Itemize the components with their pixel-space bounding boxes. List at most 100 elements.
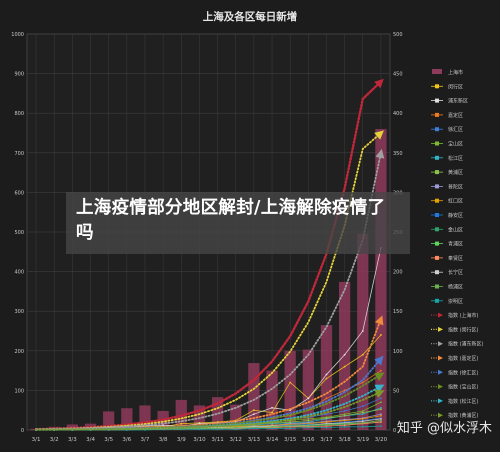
x-tick-label: 3/4 <box>86 437 95 443</box>
legend-label: 指数 (嘉定区) <box>448 355 479 362</box>
district-point <box>234 426 237 429</box>
legend-swatch-marker <box>435 227 439 232</box>
y-tick-label: 700 <box>14 151 24 157</box>
bar-shanghai <box>66 424 79 430</box>
district-point <box>325 397 328 400</box>
district-point <box>307 426 310 429</box>
district-point <box>343 425 346 428</box>
trend-arrowhead <box>374 372 385 382</box>
x-tick-label: 3/11 <box>211 437 223 443</box>
x-tick-label: 3/18 <box>338 437 351 443</box>
legend-label: 黄浦区 <box>448 169 463 176</box>
district-point <box>289 421 292 423</box>
x-tick-label: 3/6 <box>122 437 131 443</box>
district-point <box>271 427 273 430</box>
district-point <box>307 418 310 420</box>
y-tick-label: 1000 <box>11 32 24 38</box>
district-point <box>380 414 382 417</box>
legend-swatch-marker <box>435 84 439 89</box>
district-point <box>361 425 364 428</box>
bar-shanghai <box>248 363 260 430</box>
x-tick-label: 3/13 <box>248 437 261 443</box>
y-tick-label: 800 <box>14 111 24 117</box>
legend-swatch-arrow <box>438 326 443 332</box>
district-point <box>343 410 346 412</box>
district-point <box>252 413 255 416</box>
legend-label: 嘉定区 <box>448 112 463 119</box>
bar-shanghai <box>338 281 351 430</box>
y-tick-label: 0 <box>21 428 24 434</box>
district-point <box>343 414 346 417</box>
y2-tick-label: 100 <box>393 349 403 355</box>
district-point <box>361 405 364 408</box>
x-tick-label: 3/12 <box>230 437 242 443</box>
x-tick-label: 3/17 <box>320 437 333 443</box>
y2-tick-label: 150 <box>393 309 403 315</box>
trend-arrowhead <box>375 148 385 159</box>
trend-arrowhead <box>374 389 385 399</box>
y-tick-label: 300 <box>14 309 24 315</box>
district-point <box>380 334 382 336</box>
district-point <box>380 397 382 400</box>
legend-swatch-arrow <box>438 384 443 390</box>
y2-tick-label: 50 <box>393 388 399 394</box>
y2-tick-label: 200 <box>393 270 403 276</box>
district-point <box>180 428 183 431</box>
y-tick-label: 400 <box>14 270 24 276</box>
legend-label: 指数 (浦东新区) <box>448 341 484 348</box>
district-point <box>380 425 382 427</box>
district-point <box>343 389 346 392</box>
x-tick-label: 3/5 <box>104 437 113 443</box>
district-point <box>325 413 328 416</box>
legend-swatch-arrow <box>438 312 443 318</box>
legend-swatch-marker <box>435 241 439 246</box>
trend-arrowhead <box>374 130 384 140</box>
legend-label: 金山区 <box>448 226 463 233</box>
headline-text: 上海疫情部分地区解封/上海解除疫情了吗 <box>76 198 386 243</box>
y2-tick-label: 500 <box>393 32 403 38</box>
legend-swatch-bar <box>432 69 442 74</box>
bar-shanghai <box>320 325 333 430</box>
district-point <box>325 423 328 426</box>
district-point <box>380 418 382 420</box>
legend-swatch-arrow <box>438 369 443 375</box>
district-point <box>361 381 364 384</box>
x-tick-label: 3/3 <box>68 437 77 443</box>
y2-tick-label: 450 <box>393 72 403 78</box>
legend-label: 指数 (上海市) <box>448 312 479 319</box>
district-point <box>361 410 364 412</box>
district-point <box>380 406 382 409</box>
district-point <box>361 411 364 414</box>
x-tick-label: 3/20 <box>375 437 388 443</box>
trend-line <box>35 391 382 431</box>
legend-swatch-marker <box>435 98 439 103</box>
x-tick-label: 3/16 <box>302 437 315 443</box>
legend-swatch-marker <box>435 170 439 175</box>
legend-label: 指数 (松江区) <box>448 398 479 405</box>
legend-swatch-marker <box>435 284 439 289</box>
district-point <box>325 373 328 376</box>
x-tick-label: 3/2 <box>50 437 59 443</box>
legend-swatch-arrow <box>438 412 443 418</box>
district-point <box>325 425 328 427</box>
y-tick-label: 200 <box>14 349 24 355</box>
x-tick-label: 3/9 <box>177 437 186 443</box>
district-point <box>289 381 292 384</box>
trend-line <box>35 151 382 431</box>
district-point <box>307 424 310 427</box>
district-point <box>234 428 237 431</box>
district-point <box>180 422 183 425</box>
legend-label: 浦东新区 <box>448 98 468 105</box>
district-point <box>271 425 273 428</box>
district-point <box>216 428 219 431</box>
bar-shanghai <box>103 411 115 430</box>
legend-swatch-marker <box>435 270 439 275</box>
legend-label: 指数 (宝山区) <box>448 384 479 391</box>
district-point <box>289 427 292 430</box>
district-point <box>361 418 364 420</box>
y-tick-label: 600 <box>14 190 24 196</box>
district-point <box>343 365 346 368</box>
headline-banner: 上海疫情部分地区解封/上海解除疫情了吗 <box>66 192 410 254</box>
district-point <box>325 417 328 420</box>
legend-label: 松江区 <box>448 155 463 162</box>
